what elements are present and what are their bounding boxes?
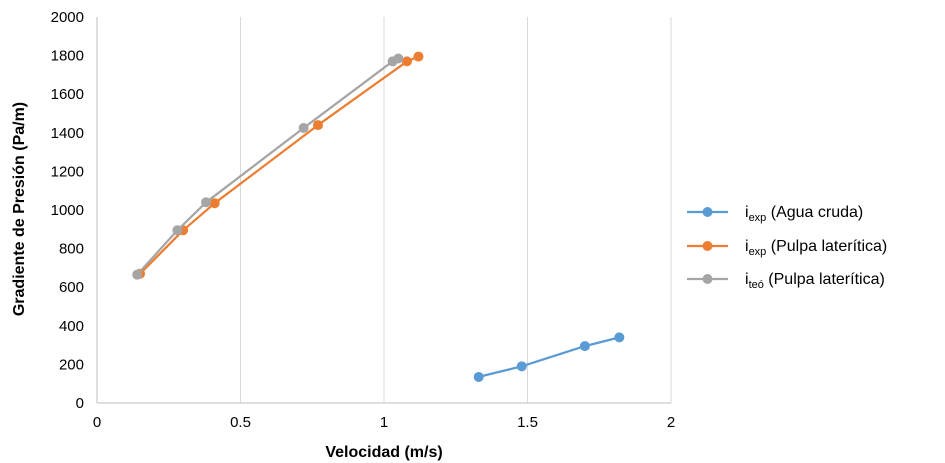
- legend-subscript: exp: [749, 246, 767, 258]
- legend-label: iexp (Agua cruda): [745, 204, 863, 224]
- x-tick-label: 0: [93, 414, 101, 431]
- legend-marker: [702, 241, 713, 251]
- y-axis-title: Gradiente de Presión (Pa/m): [11, 102, 28, 316]
- legend-rest: (Pulpa laterítica): [764, 271, 885, 288]
- data-point: [401, 56, 412, 67]
- series-1: [135, 51, 424, 279]
- y-tick-label: 1800: [51, 48, 84, 65]
- legend-item: iexp (Pulpa laterítica): [687, 238, 887, 258]
- tick-labels: 0 0.5 1 1.5 2 0 200 400 600 800 1000 1200 1400 1600 18…: [51, 9, 676, 431]
- legend-main: i: [745, 238, 749, 255]
- y-tick-label: 0: [76, 395, 84, 412]
- series-line: [139, 55, 419, 275]
- legend-rest: (Agua cruda): [766, 204, 863, 221]
- legend-item: iteó (Pulpa laterítica): [687, 271, 885, 291]
- legend-main: i: [745, 271, 749, 288]
- legend-subscript: teó: [749, 279, 764, 291]
- data-point: [172, 225, 183, 236]
- series-line: [136, 57, 399, 276]
- data-point: [413, 51, 424, 62]
- y-tick-label: 1000: [51, 202, 84, 219]
- series-line: [478, 336, 620, 378]
- data-point: [579, 341, 590, 352]
- y-tick-label: 1200: [51, 163, 84, 180]
- data-point: [614, 332, 625, 343]
- legend: iexp (Agua cruda)iexp (Pulpa laterítica)…: [687, 204, 887, 291]
- legend-marker: [702, 274, 713, 284]
- x-tick-label: 1.5: [517, 414, 538, 431]
- legend-rest: (Pulpa laterítica): [766, 238, 887, 255]
- data-point: [209, 198, 220, 209]
- series-0: [473, 332, 625, 382]
- data-point: [298, 122, 309, 133]
- axes: [96, 17, 671, 404]
- legend-main: i: [745, 204, 749, 221]
- legend-label: iteó (Pulpa laterítica): [745, 271, 885, 291]
- y-tick-label: 800: [59, 241, 84, 258]
- x-tick-label: 1: [380, 414, 388, 431]
- data-point: [312, 120, 323, 131]
- legend-subscript: exp: [749, 212, 767, 224]
- data-series: [132, 51, 625, 382]
- x-tick-label: 2: [667, 414, 675, 431]
- data-point: [132, 269, 143, 280]
- y-tick-label: 2000: [51, 9, 84, 26]
- data-point: [393, 53, 404, 64]
- data-point: [473, 371, 484, 382]
- legend-item: iexp (Agua cruda): [687, 204, 863, 224]
- data-point: [516, 361, 527, 372]
- y-tick-label: 600: [59, 279, 84, 296]
- y-tick-label: 1400: [51, 125, 84, 142]
- data-point: [201, 197, 212, 208]
- legend-label: iexp (Pulpa laterítica): [745, 238, 887, 258]
- y-tick-label: 400: [59, 318, 84, 335]
- y-tick-label: 1600: [51, 86, 84, 103]
- x-axis-title: Velocidad (m/s): [325, 444, 442, 461]
- y-tick-label: 200: [59, 356, 84, 373]
- legend-marker: [702, 207, 713, 217]
- x-tick-label: 0.5: [230, 414, 251, 431]
- series-2: [132, 53, 404, 280]
